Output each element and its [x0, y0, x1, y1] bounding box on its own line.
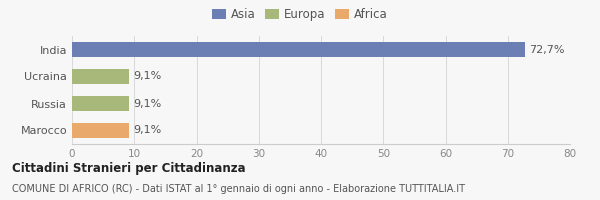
- Legend: Asia, Europa, Africa: Asia, Europa, Africa: [210, 6, 390, 24]
- Bar: [72, 42, 524, 57]
- Text: COMUNE DI AFRICO (RC) - Dati ISTAT al 1° gennaio di ogni anno - Elaborazione TUT: COMUNE DI AFRICO (RC) - Dati ISTAT al 1°…: [12, 184, 465, 194]
- Text: 72,7%: 72,7%: [529, 45, 565, 54]
- Text: Cittadini Stranieri per Cittadinanza: Cittadini Stranieri per Cittadinanza: [12, 162, 245, 175]
- Text: 9,1%: 9,1%: [133, 98, 161, 108]
- Text: 9,1%: 9,1%: [133, 72, 161, 82]
- Text: 9,1%: 9,1%: [133, 126, 161, 136]
- Bar: [72, 69, 128, 84]
- Bar: [72, 123, 128, 138]
- Bar: [72, 96, 128, 111]
